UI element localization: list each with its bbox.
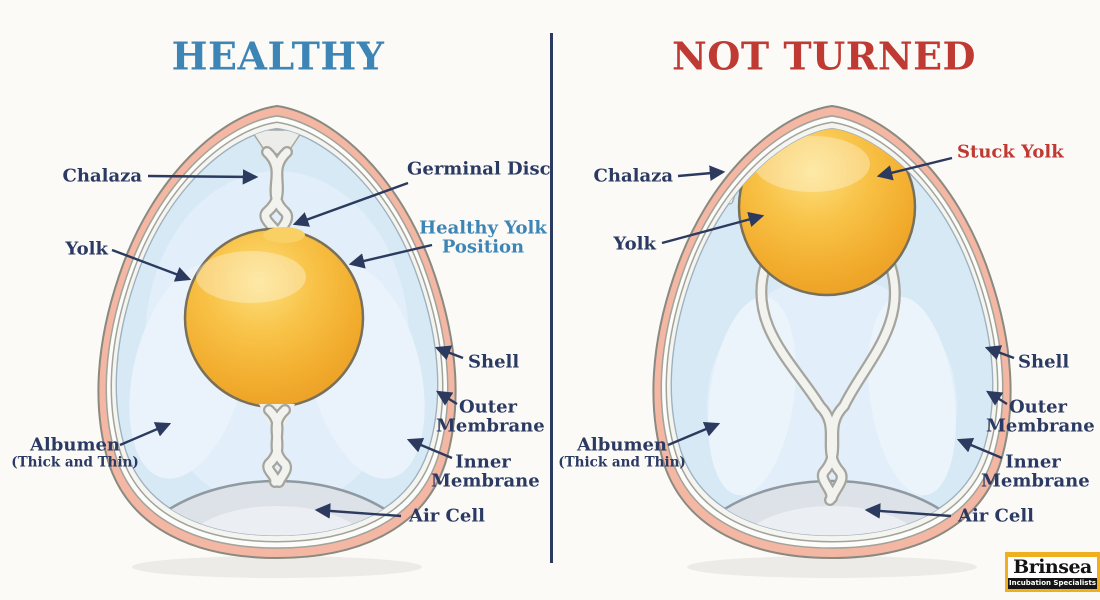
title-not-turned: NOT TURNED bbox=[672, 33, 976, 79]
chalaza-bottom-rope bbox=[262, 404, 293, 488]
brinsea-logo-name: Brinsea bbox=[1008, 557, 1097, 578]
label-germinal-disc: Germinal Disc bbox=[407, 158, 551, 180]
stuck-yolk-shape bbox=[737, 128, 917, 297]
label-air-cell-right: Air Cell bbox=[958, 505, 1035, 527]
albumen-note: (Thick and Thin) bbox=[558, 454, 686, 471]
arrow-outer-membrane-right bbox=[986, 390, 1008, 406]
label-shell-right: Shell bbox=[1018, 351, 1070, 373]
air-cell-highlight bbox=[740, 506, 924, 536]
albumen-title: Albumen bbox=[29, 434, 121, 456]
arrow-outer-membrane-left bbox=[436, 390, 458, 406]
egg-shadow bbox=[687, 556, 977, 578]
label-albumen-left: Albumen (Thick and Thin) bbox=[11, 435, 139, 470]
divider-line bbox=[550, 33, 553, 563]
chalaza-top-rope bbox=[259, 146, 294, 238]
title-healthy: HEALTHY bbox=[171, 33, 385, 79]
arrow-germinal-disc bbox=[292, 181, 409, 227]
label-inner-membrane-left: Inner Membrane bbox=[431, 451, 540, 492]
arrow-stuck-yolk bbox=[876, 156, 953, 181]
label-inner-membrane-right: Inner Membrane bbox=[981, 451, 1090, 492]
brinsea-logo: Brinsea Incubation Specialists bbox=[1005, 552, 1100, 592]
arrow-inner-membrane-left bbox=[406, 437, 453, 460]
albumen-note: (Thick and Thin) bbox=[11, 454, 139, 471]
leader-arrows bbox=[111, 156, 1015, 519]
not-turned-egg-illustration bbox=[652, 105, 1012, 578]
arrow-shell-right bbox=[984, 345, 1015, 360]
yolk-highlight bbox=[196, 251, 306, 303]
label-stuck-yolk: Stuck Yolk bbox=[957, 141, 1064, 163]
label-yolk-left: Yolk bbox=[65, 238, 108, 260]
label-chalaza-right: Chalaza bbox=[593, 165, 673, 187]
label-shell-left: Shell bbox=[468, 351, 520, 373]
arrow-albumen-left bbox=[119, 422, 172, 447]
arrow-inner-membrane-right bbox=[956, 437, 1003, 460]
yolk-highlight bbox=[754, 136, 870, 192]
label-outer-membrane-left: Outer Membrane bbox=[436, 396, 545, 437]
label-healthy-yolk-position: Healthy Yolk Position bbox=[419, 217, 547, 258]
label-yolk-right: Yolk bbox=[613, 233, 656, 255]
albumen-title: Albumen bbox=[576, 434, 668, 456]
chalaza-hanging-rope bbox=[755, 258, 901, 506]
healthy-egg-illustration bbox=[97, 105, 457, 578]
arrow-yolk-right bbox=[661, 211, 765, 245]
brinsea-logo-tagline: Incubation Specialists bbox=[1008, 578, 1097, 589]
label-outer-membrane-right: Outer Membrane bbox=[986, 396, 1095, 437]
arrow-shell-left bbox=[434, 345, 464, 361]
air-cell-highlight bbox=[185, 506, 369, 536]
label-albumen-right: Albumen (Thick and Thin) bbox=[558, 435, 686, 470]
arrow-yolk-left bbox=[111, 248, 192, 282]
arrow-chalaza-left bbox=[147, 169, 259, 185]
egg-shadow bbox=[132, 556, 422, 578]
label-air-cell-left: Air Cell bbox=[409, 505, 486, 527]
arrow-healthy-yolk-position bbox=[348, 243, 433, 269]
arrow-albumen-right bbox=[667, 421, 721, 447]
germinal-disc-shape bbox=[263, 227, 305, 243]
arrow-air-cell-left bbox=[314, 503, 402, 519]
label-chalaza-left: Chalaza bbox=[62, 165, 142, 187]
arrow-chalaza-right bbox=[677, 165, 726, 181]
arrow-air-cell-right bbox=[864, 503, 952, 519]
albumen-thin-lobe bbox=[868, 296, 956, 496]
